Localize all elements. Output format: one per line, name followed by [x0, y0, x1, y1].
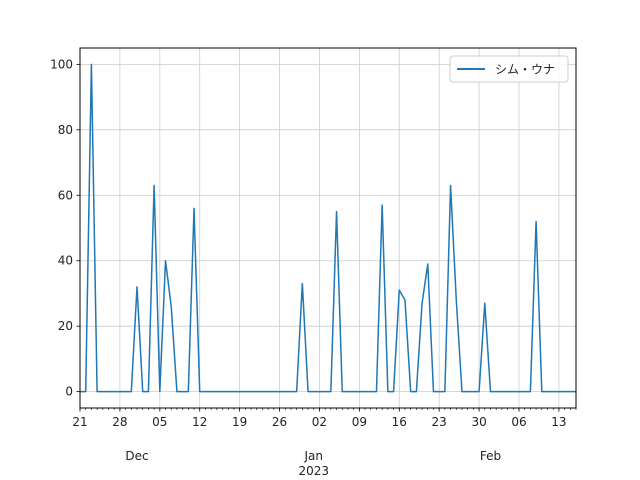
x-tick-label: 26: [272, 415, 287, 429]
grid: [79, 48, 576, 408]
y-tick-label: 80: [58, 123, 73, 137]
legend: シム・ウナ: [449, 55, 569, 83]
series-layer: [80, 63, 576, 393]
x-tick-label: 28: [112, 415, 127, 429]
y-tick-label: 60: [58, 188, 73, 202]
x-tick-label: 06: [511, 415, 526, 429]
x-tick-label: 13: [551, 415, 566, 429]
series-line: [80, 63, 576, 393]
x-month-label: Dec: [125, 449, 148, 463]
y-tick-label: 20: [58, 319, 73, 333]
x-tick-label: 21: [72, 415, 87, 429]
y-tick-label: 100: [50, 57, 73, 71]
plot-frame: [79, 47, 577, 409]
legend-entry-label: シム・ウナ: [495, 63, 555, 77]
x-tick-label: 16: [392, 415, 407, 429]
x-month-label: Feb: [480, 449, 501, 463]
x-tick-label: 23: [432, 415, 447, 429]
x-tick-label: 30: [471, 415, 486, 429]
x-tick-label: 12: [192, 415, 207, 429]
x-tick-label: 05: [152, 415, 167, 429]
x-tick-label: 02: [312, 415, 327, 429]
legend-box: [449, 55, 569, 83]
x-year-label: 2023: [298, 464, 329, 478]
x-tick-label: 19: [232, 415, 247, 429]
y-tick-label: 0: [65, 385, 73, 399]
x-tick-label: 09: [352, 415, 367, 429]
axes: 0 20 40 60 80 100 21 28 05 12 19 26 02 09 16 23 30 06 13 De…: [50, 57, 577, 478]
x-month-label: Jan: [303, 449, 323, 463]
y-tick-label: 40: [58, 254, 73, 268]
